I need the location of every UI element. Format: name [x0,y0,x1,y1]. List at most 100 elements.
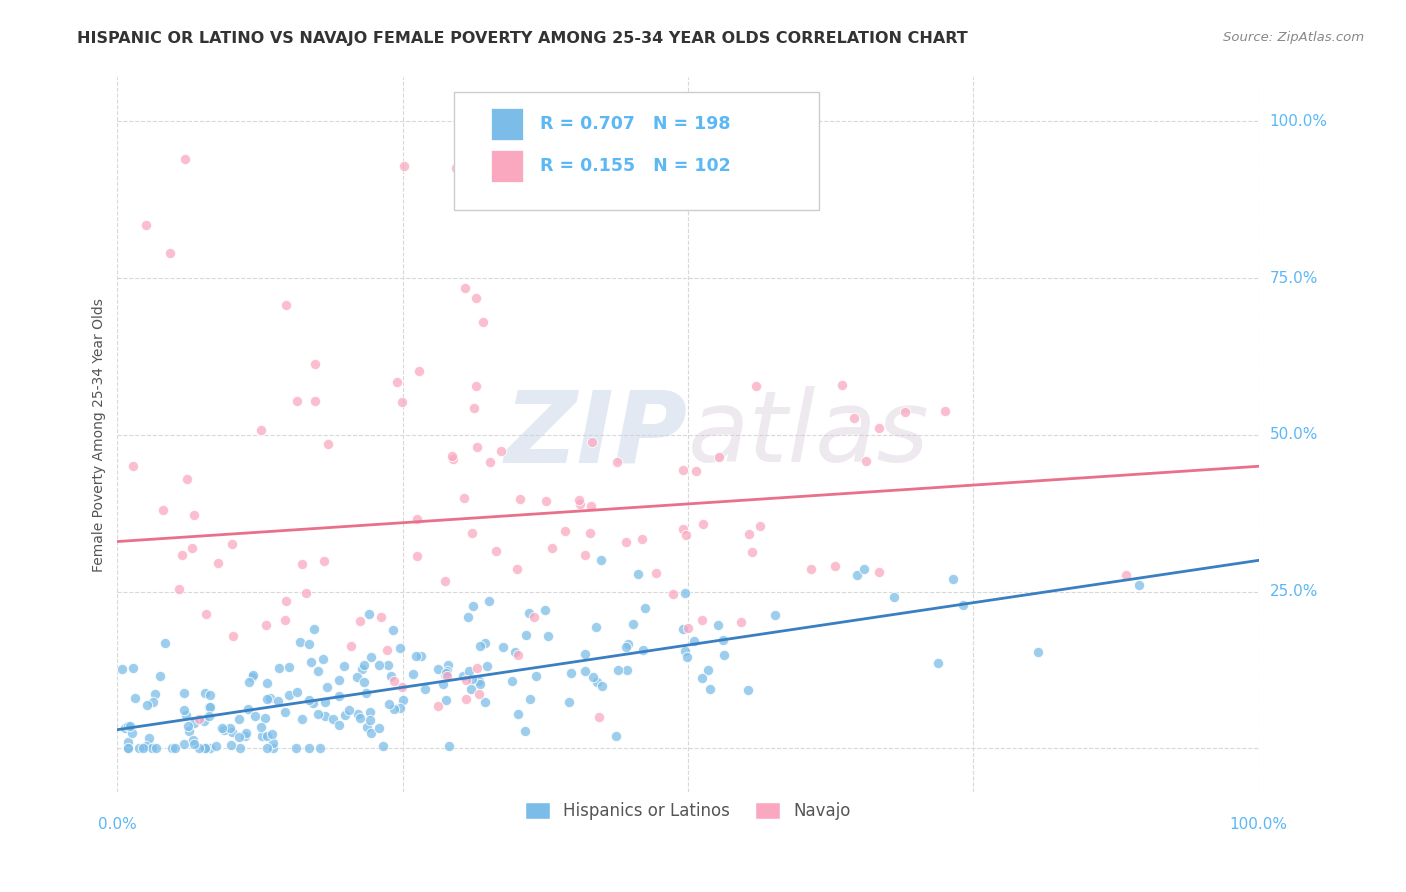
Point [697,664,720,678]
Point [304,394,326,409]
Text: 75.0%: 75.0% [1270,270,1317,285]
Point [307,664,329,678]
Point [676,650,699,665]
Point [434,666,457,681]
Point [173,686,195,700]
Point [349,711,371,725]
Point [477,658,499,673]
Point [513,724,536,739]
Point [672,522,695,536]
Text: 100.0%: 100.0% [1230,817,1288,832]
Point [307,706,329,721]
Point [673,586,696,600]
FancyBboxPatch shape [454,92,820,210]
Point [606,455,628,469]
Point [749,519,772,533]
Point [111,662,134,676]
Point [387,375,409,389]
Point [436,664,458,678]
Point [274,613,297,627]
Point [402,666,425,681]
Point [359,705,381,719]
Point [367,721,389,735]
Point [132,741,155,756]
Point [537,629,560,643]
Point [295,586,318,600]
Point [927,657,949,671]
Point [276,594,298,608]
Point [278,659,301,673]
Point [219,738,242,752]
Point [250,423,273,437]
Point [468,677,491,691]
Point [256,675,278,690]
Point [574,548,596,562]
Point [122,661,145,675]
Point [479,455,502,469]
Point [506,648,529,662]
Point [472,315,495,329]
Point [437,739,460,753]
Point [219,722,242,736]
Point [394,159,416,173]
Text: 25.0%: 25.0% [1270,584,1317,599]
Point [443,452,465,467]
Point [692,517,714,532]
Point [302,622,325,636]
Point [454,281,477,295]
Point [465,379,488,393]
Point [690,613,713,627]
Point [474,695,496,709]
Point [453,491,475,506]
Text: atlas: atlas [688,386,929,483]
Point [685,464,707,478]
Point [434,692,457,706]
Point [298,637,321,651]
Point [461,526,484,541]
Legend: Hispanics or Latinos, Navajo: Hispanics or Latinos, Navajo [519,796,858,827]
Point [153,636,176,650]
Point [633,642,655,657]
Point [558,695,581,709]
Point [492,640,515,654]
Point [240,670,263,684]
Point [678,621,700,635]
Point [868,421,890,435]
Point [212,723,235,738]
Point [250,729,273,743]
Point [477,594,499,608]
Point [389,641,412,656]
Point [259,691,281,706]
Point [138,738,160,752]
Point [763,608,786,623]
Point [222,629,245,643]
Point [135,739,157,753]
Point [501,673,523,688]
Point [952,598,974,612]
Point [177,724,200,739]
Point [388,700,411,714]
Point [413,682,436,697]
Point [489,444,512,458]
Point [197,709,219,723]
Point [391,394,413,409]
Point [574,647,596,661]
Point [333,659,356,673]
Point [120,719,142,733]
Point [174,152,197,166]
Point [337,703,360,717]
Point [299,656,322,670]
Point [560,665,582,680]
Point [221,725,243,739]
Point [457,610,479,624]
Point [853,562,876,576]
Point [304,358,326,372]
Point [524,669,547,683]
Point [433,668,456,682]
Point [328,718,350,732]
Point [207,557,229,571]
Point [285,685,308,699]
Point [198,700,221,714]
Point [382,674,405,689]
Point [187,712,209,726]
